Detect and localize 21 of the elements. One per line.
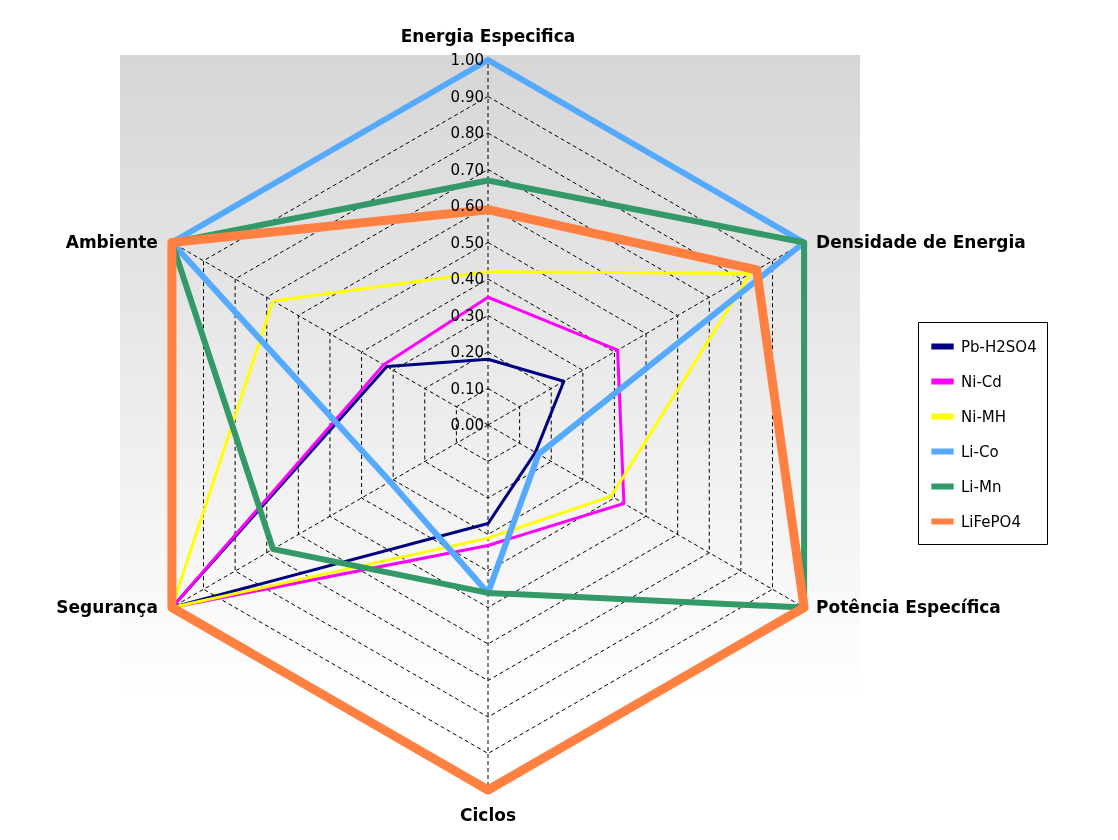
spoke-label: Ambiente bbox=[65, 231, 158, 252]
y-tick-label: 1.00 bbox=[450, 51, 484, 69]
y-tick-label: 0.50 bbox=[450, 233, 484, 252]
spoke-label: Densidade de Energia bbox=[816, 231, 1026, 252]
legend-label: Li-Co bbox=[961, 442, 999, 461]
y-tick-label: 0.90 bbox=[450, 87, 484, 106]
spoke-label: Energia Especifica bbox=[400, 26, 576, 46]
legend-label: Ni-MH bbox=[961, 407, 1007, 426]
y-tick-label: 0.00 bbox=[450, 416, 484, 434]
legend-label: Ni-Cd bbox=[961, 372, 1002, 391]
spoke-label: Ciclos bbox=[459, 805, 517, 825]
legend-label: LiFePO4 bbox=[961, 512, 1021, 531]
spoke-label: Segurança bbox=[56, 596, 158, 617]
y-tick-label: 0.70 bbox=[450, 160, 484, 179]
legend-label: Pb-H2SO4 bbox=[961, 337, 1037, 356]
y-tick-label: 0.20 bbox=[450, 343, 484, 361]
y-tick-label: 0.10 bbox=[450, 379, 484, 398]
y-tick-label: 0.40 bbox=[450, 270, 484, 288]
spoke-label: Potência Específica bbox=[816, 596, 1001, 617]
y-tick-label: 0.80 bbox=[450, 124, 484, 142]
legend-label: Li-Mn bbox=[961, 477, 1002, 496]
